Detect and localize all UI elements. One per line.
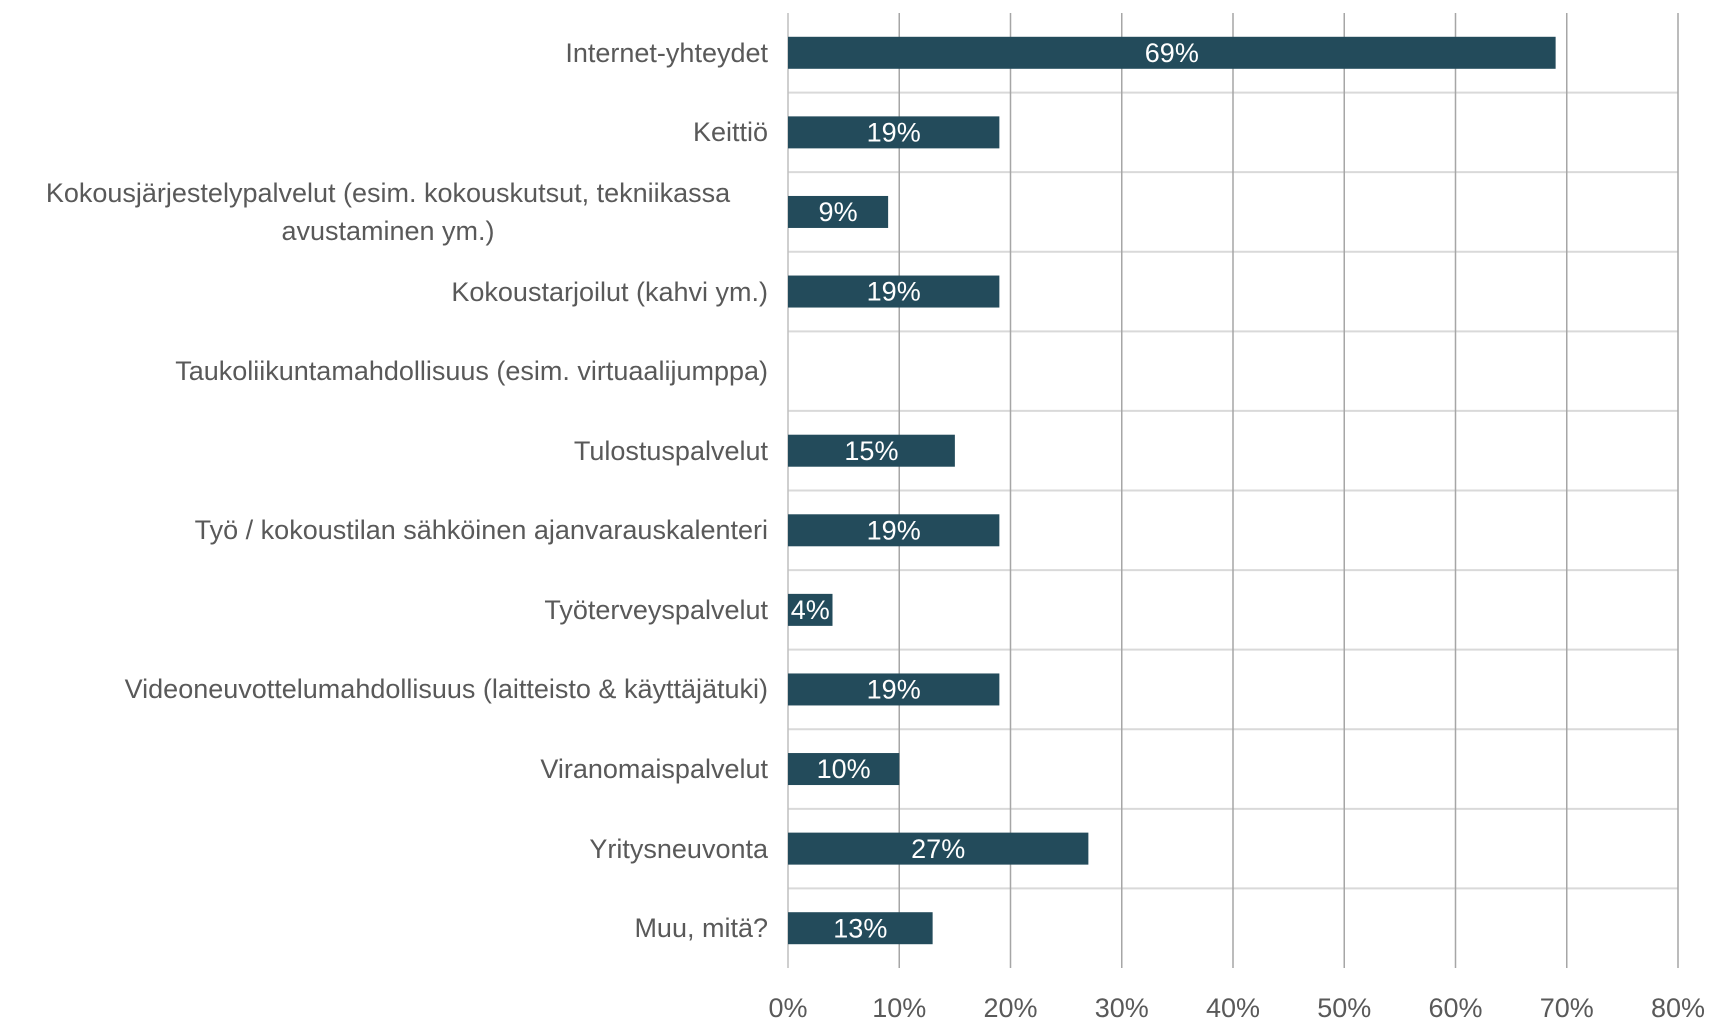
data-label: 9%	[819, 197, 858, 227]
x-tick-label: 80%	[1651, 993, 1705, 1023]
x-tick-label: 60%	[1428, 993, 1482, 1023]
x-tick-label: 30%	[1095, 993, 1149, 1023]
y-tick-label-box: Työ / kokoustilan sähköinen ajanvarauska…	[8, 491, 768, 571]
bar	[788, 673, 1000, 706]
x-tick-label: 20%	[983, 993, 1037, 1023]
data-label: 13%	[833, 913, 887, 943]
bar	[788, 116, 1000, 149]
y-tick-label-box: Yritysneuvonta	[8, 809, 768, 889]
y-tick-label-box: Viranomaispalvelut	[8, 729, 768, 809]
data-label: 27%	[911, 834, 965, 864]
bar	[788, 195, 889, 228]
bar	[788, 832, 1089, 865]
x-tick-label: 10%	[872, 993, 926, 1023]
data-label: 69%	[1145, 38, 1199, 68]
y-tick-label: Kokoustarjoilut (kahvi ym.)	[451, 276, 768, 307]
y-tick-label-box: Taukoliikuntamahdollisuus (esim. virtuaa…	[8, 331, 768, 411]
y-tick-label-box: Videoneuvottelumahdollisuus (laitteisto …	[8, 650, 768, 730]
y-tick-label: Taukoliikuntamahdollisuus (esim. virtuaa…	[175, 356, 768, 387]
y-tick-label: Tulostuspalvelut	[573, 435, 768, 466]
y-tick-label: Muu, mitä?	[634, 913, 768, 944]
data-label: 4%	[791, 595, 830, 625]
bar	[788, 753, 900, 786]
y-tick-label-box: Keittiö	[8, 93, 768, 173]
y-tick-label: Työterveyspalvelut	[544, 594, 768, 625]
bar	[788, 593, 833, 626]
y-tick-label: Internet-yhteydet	[565, 37, 768, 68]
data-label: 19%	[867, 515, 921, 545]
x-tick-label: 0%	[768, 993, 807, 1023]
y-tick-label-box: Muu, mitä?	[8, 888, 768, 968]
y-tick-label-box: Internet-yhteydet	[8, 13, 768, 93]
y-tick-label-box: Työterveyspalvelut	[8, 570, 768, 650]
y-tick-label: Keittiö	[692, 117, 768, 148]
data-label: 15%	[844, 436, 898, 466]
y-tick-label: Yritysneuvonta	[589, 833, 768, 864]
data-label: 19%	[867, 277, 921, 307]
y-tick-label: Viranomaispalvelut	[540, 754, 768, 785]
bar	[788, 36, 1556, 69]
bar	[788, 275, 1000, 308]
x-tick-label: 40%	[1206, 993, 1260, 1023]
data-label: 19%	[867, 675, 921, 705]
bar	[788, 434, 955, 467]
bar	[788, 912, 933, 945]
x-tick-label: 70%	[1540, 993, 1594, 1023]
y-tick-label: Kokousjärjestelypalvelut (esim. kokousku…	[45, 177, 731, 246]
bar	[788, 514, 1000, 547]
y-tick-label-box: Kokoustarjoilut (kahvi ym.)	[8, 252, 768, 332]
data-label: 10%	[817, 754, 871, 784]
y-tick-label: Videoneuvottelumahdollisuus (laitteisto …	[124, 674, 768, 705]
y-tick-label: Työ / kokoustilan sähköinen ajanvarauska…	[194, 515, 768, 546]
y-tick-label-box: Tulostuspalvelut	[8, 411, 768, 491]
y-tick-label-box: Kokousjärjestelypalvelut (esim. kokousku…	[8, 172, 768, 252]
x-tick-label: 50%	[1317, 993, 1371, 1023]
data-label: 19%	[867, 118, 921, 148]
